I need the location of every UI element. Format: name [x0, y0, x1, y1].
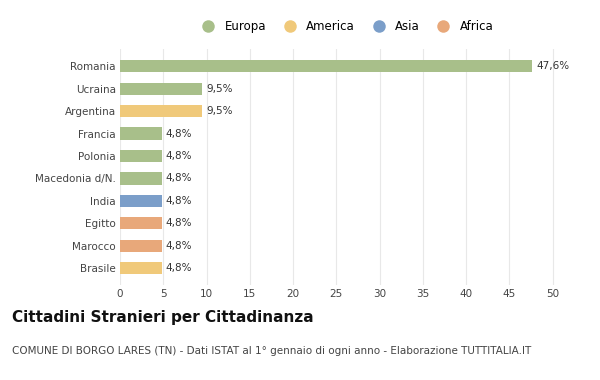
Text: 4,8%: 4,8% [166, 241, 193, 251]
Bar [120, 150, 161, 162]
Text: 4,8%: 4,8% [166, 151, 193, 161]
Text: COMUNE DI BORGO LARES (TN) - Dati ISTAT al 1° gennaio di ogni anno - Elaborazion: COMUNE DI BORGO LARES (TN) - Dati ISTAT … [12, 346, 531, 356]
Bar [120, 195, 161, 207]
Text: Cittadini Stranieri per Cittadinanza: Cittadini Stranieri per Cittadinanza [12, 310, 314, 325]
Text: 4,8%: 4,8% [166, 218, 193, 228]
Bar [120, 105, 202, 117]
Text: 9,5%: 9,5% [206, 84, 233, 94]
Text: 4,8%: 4,8% [166, 196, 193, 206]
Text: 4,8%: 4,8% [166, 128, 193, 139]
Bar [120, 60, 532, 73]
Text: 47,6%: 47,6% [536, 61, 569, 71]
Bar [120, 172, 161, 185]
Legend: Europa, America, Asia, Africa: Europa, America, Asia, Africa [196, 20, 494, 33]
Text: 4,8%: 4,8% [166, 263, 193, 273]
Bar [120, 127, 161, 140]
Bar [120, 262, 161, 274]
Bar [120, 217, 161, 230]
Text: 4,8%: 4,8% [166, 173, 193, 184]
Text: 9,5%: 9,5% [206, 106, 233, 116]
Bar [120, 82, 202, 95]
Bar [120, 239, 161, 252]
